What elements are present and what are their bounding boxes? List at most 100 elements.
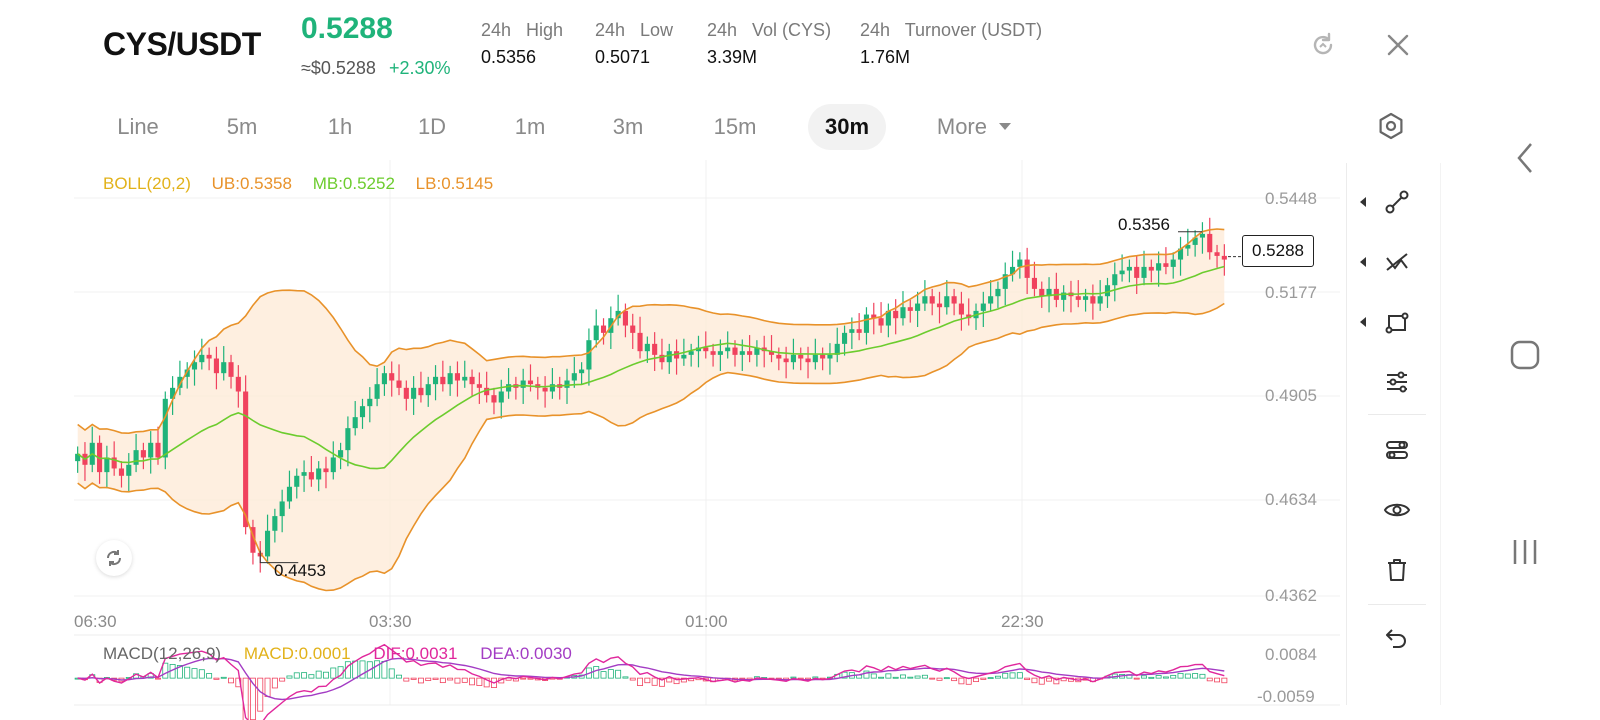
eye-icon[interactable] xyxy=(1377,490,1417,530)
undo-icon[interactable] xyxy=(1377,618,1417,658)
price-tick: 0.4905 xyxy=(1265,386,1317,405)
stat-label: 24h Low xyxy=(595,20,674,40)
trash-icon[interactable] xyxy=(1377,550,1417,590)
reset-view-icon[interactable] xyxy=(96,540,132,576)
candle-body xyxy=(834,343,840,355)
kline-chart[interactable] xyxy=(0,160,1345,720)
candle-body xyxy=(199,354,205,363)
tab-1h[interactable]: 1h xyxy=(327,114,353,139)
pair-symbol: CYS/USDT xyxy=(103,26,261,62)
macd-histogram-bar xyxy=(607,669,614,679)
candle-body xyxy=(944,296,950,308)
macd-histogram-bar xyxy=(403,677,410,682)
candle-body xyxy=(213,358,219,374)
macd-histogram-bar xyxy=(330,667,337,679)
candle-body xyxy=(1192,237,1198,245)
candle-body xyxy=(1126,266,1132,271)
candle-body xyxy=(177,376,183,388)
macd-histogram-bar xyxy=(878,676,885,679)
candle-body xyxy=(995,288,1001,297)
candle-body xyxy=(571,373,577,381)
boll-legend: BOLL(20,2) UB:0.5358 MB:0.5252 LB:0.5145 xyxy=(103,174,493,194)
trendline-icon[interactable] xyxy=(1377,182,1417,222)
macd-histogram-bar xyxy=(1221,677,1228,684)
crossline-icon[interactable] xyxy=(1377,242,1417,282)
macd-histogram-bar xyxy=(1141,675,1147,679)
candle-body xyxy=(162,398,168,458)
boll-mb: MB:0.5252 xyxy=(312,174,395,193)
candle-body xyxy=(820,354,826,359)
macd-histogram-bar xyxy=(264,677,271,697)
macd-histogram-bar xyxy=(469,677,476,686)
candle-body xyxy=(681,354,687,359)
refresh-icon[interactable] xyxy=(1303,25,1343,65)
candle-body xyxy=(359,406,366,418)
candle-body xyxy=(75,453,81,462)
tab-5m[interactable]: 5m xyxy=(226,114,258,139)
candle-body xyxy=(805,358,811,363)
macd-dif: DIF:0.0031 xyxy=(373,644,458,663)
candle-body xyxy=(907,307,913,311)
macd-histogram-bar xyxy=(206,673,213,679)
candle-body xyxy=(1083,296,1089,300)
tab-30m[interactable]: 30m xyxy=(808,104,886,150)
stat-turnover: 24h Turnover (USDT) 1.76M xyxy=(860,20,1042,68)
candle-body xyxy=(586,340,592,370)
candle-body xyxy=(498,391,504,403)
macd-histogram-bar xyxy=(425,677,432,681)
adjust-icon[interactable] xyxy=(1377,362,1417,402)
candle-body xyxy=(462,376,468,381)
candle-body xyxy=(600,325,607,333)
candle-body xyxy=(454,373,461,381)
candle-body xyxy=(243,391,249,528)
macd-legend: MACD(12,26,9) MACD:0.0001 DIF:0.0031 DEA… xyxy=(103,644,572,664)
tab-1d[interactable]: 1D xyxy=(417,114,447,139)
candle-body xyxy=(1141,266,1147,278)
candle-body xyxy=(754,347,760,355)
tab-1m[interactable]: 1m xyxy=(514,114,546,139)
indicator-icon[interactable] xyxy=(1377,430,1417,470)
candle-body xyxy=(1177,248,1184,260)
candle-body xyxy=(980,303,986,311)
tab-line[interactable]: Line xyxy=(117,114,159,139)
macd-histogram-bar xyxy=(863,670,870,679)
candle-body xyxy=(345,428,351,451)
home-icon[interactable] xyxy=(1505,335,1545,375)
hexagon-settings-icon[interactable] xyxy=(1371,106,1411,146)
macd-name: MACD(12,26,9) xyxy=(103,644,222,663)
macd-histogram-bar xyxy=(1170,674,1177,679)
recents-icon[interactable] xyxy=(1505,532,1545,572)
candle-body xyxy=(659,354,665,363)
macd-histogram-bar xyxy=(973,677,979,683)
candle-body xyxy=(863,314,870,333)
candle-body xyxy=(732,347,738,355)
macd-histogram-bar xyxy=(147,673,154,679)
candle-body xyxy=(1134,266,1140,278)
candle-body xyxy=(301,472,307,476)
candle-body xyxy=(688,351,694,355)
candle-body xyxy=(776,354,782,359)
macd-histogram-bar xyxy=(870,673,877,679)
close-icon[interactable] xyxy=(1378,25,1418,65)
time-tick: 01:00 xyxy=(685,612,728,631)
candle-body xyxy=(250,527,256,553)
macd-histogram-bar xyxy=(476,677,483,686)
shape-icon[interactable] xyxy=(1377,302,1417,342)
tab-3m[interactable]: 3m xyxy=(612,114,644,139)
candle-body xyxy=(140,450,146,458)
expand-arrow-icon xyxy=(1360,317,1366,327)
macd-histogram-bar xyxy=(651,677,658,686)
low-leader-line xyxy=(259,550,299,564)
tab-more[interactable]: More xyxy=(924,104,1024,150)
macd-histogram-bar xyxy=(388,668,395,679)
candle-body xyxy=(491,395,497,403)
macd-histogram-bar xyxy=(359,660,366,679)
tab-15m[interactable]: 15m xyxy=(713,114,757,139)
candle-body xyxy=(849,329,855,333)
macd-histogram-bar xyxy=(176,665,183,679)
candle-body xyxy=(900,307,906,319)
candle-body xyxy=(264,530,271,557)
back-icon[interactable] xyxy=(1505,138,1545,178)
stat-value: 0.5356 xyxy=(481,47,537,67)
candle-body xyxy=(871,314,877,319)
